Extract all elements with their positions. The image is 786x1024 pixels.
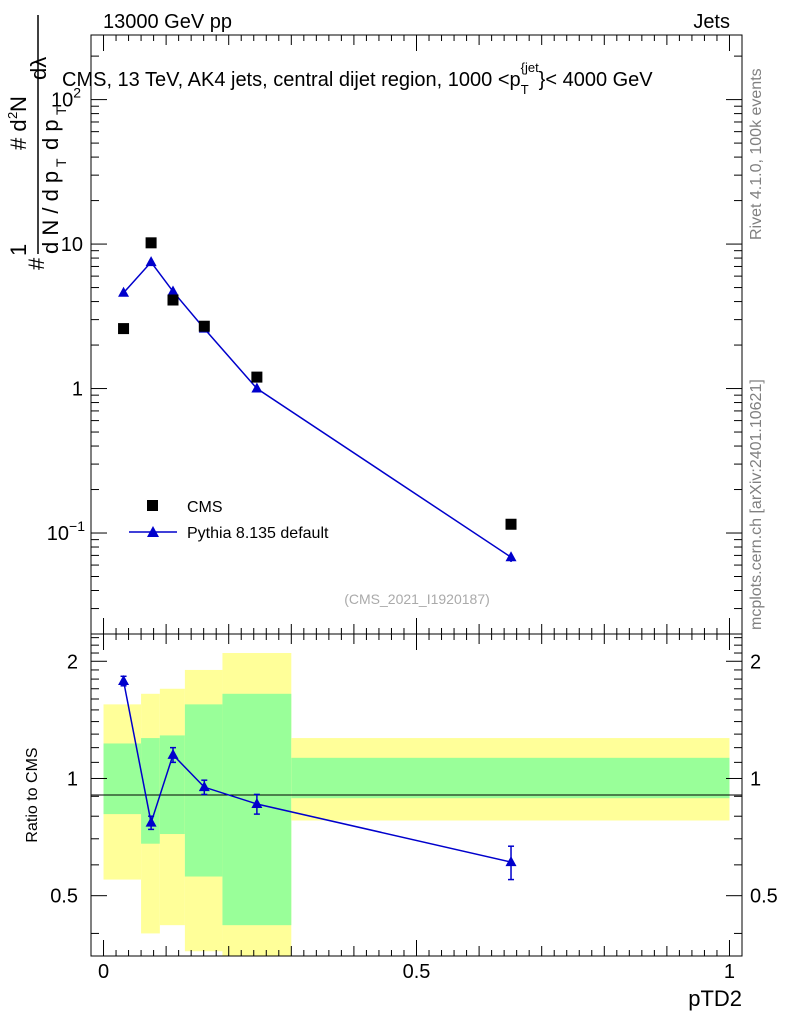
ratio-point bbox=[251, 797, 263, 808]
main-plot-frame bbox=[90, 34, 743, 635]
pythia-line bbox=[122, 260, 512, 558]
pythia-point bbox=[145, 256, 157, 267]
svg-text:dλ: dλ bbox=[26, 57, 51, 80]
pythia-point bbox=[167, 285, 179, 296]
ratio-line bbox=[122, 680, 512, 863]
pythia-point bbox=[118, 286, 130, 297]
cms-point bbox=[167, 294, 179, 306]
svg-text:N: N bbox=[6, 96, 31, 112]
ratio-band-inner bbox=[141, 738, 160, 844]
cms-point bbox=[198, 320, 210, 332]
ratio-y-tick-label-right: 2 bbox=[750, 651, 761, 673]
ratio-band-inner bbox=[291, 757, 730, 799]
ratio-point bbox=[505, 856, 517, 867]
header-left: 13000 GeV pp bbox=[103, 11, 232, 33]
cms-point bbox=[145, 237, 157, 249]
x-axis-ticks: 0 0.5 1 bbox=[98, 35, 735, 983]
main-y-label: # 1 d N / d p T # d 2 N d p T dλ bbox=[5, 15, 69, 270]
svg-text:# d: # d bbox=[6, 119, 31, 150]
cms-point bbox=[505, 518, 517, 530]
pythia-point bbox=[505, 551, 517, 562]
y-tick-label: 102 bbox=[51, 85, 81, 112]
x-tick-label: 1 bbox=[724, 961, 735, 983]
ratio-point bbox=[118, 674, 130, 685]
rivet-version-label: Rivet 4.1.0, 100k events bbox=[748, 68, 765, 240]
ratio-axis-ticks: 2 2 1 1 0.5 0.5 bbox=[50, 637, 778, 934]
header-right: Jets bbox=[693, 11, 730, 33]
ratio-y-tick-label: 0.5 bbox=[50, 886, 78, 908]
svg-text:T: T bbox=[53, 106, 69, 115]
ratio-data-layer bbox=[118, 674, 517, 881]
ratio-y-tick-label: 1 bbox=[67, 768, 78, 790]
ratio-bands bbox=[103, 653, 730, 956]
legend-cms-label: CMS bbox=[187, 499, 223, 516]
x-tick-label: 0.5 bbox=[403, 961, 431, 983]
ratio-point bbox=[167, 748, 179, 759]
x-axis-label: pTD2 bbox=[688, 986, 742, 1011]
ratio-y-tick-label-right: 0.5 bbox=[750, 886, 778, 908]
ratio-y-tick-label-right: 1 bbox=[750, 768, 761, 790]
y-tick-label: 10−1 bbox=[47, 518, 85, 545]
legend-cms-marker bbox=[147, 500, 158, 511]
mcplots-label: mcplots.cern.ch [arXiv:2401.10621] bbox=[748, 379, 765, 630]
main-data-layer bbox=[118, 237, 517, 563]
legend-pythia-marker bbox=[147, 526, 159, 537]
cms-point bbox=[118, 323, 130, 335]
svg-text:T: T bbox=[53, 158, 69, 167]
ratio-band-inner bbox=[103, 743, 142, 815]
svg-text:d N / d p: d N / d p bbox=[38, 171, 63, 254]
pythia-point bbox=[251, 382, 263, 393]
ratio-point bbox=[145, 816, 157, 827]
ratio-y-label: Ratio to CMS bbox=[24, 747, 41, 842]
cms-point bbox=[251, 371, 263, 383]
svg-text:1: 1 bbox=[6, 244, 31, 256]
main-axis-ticks: 102 10 1 10−1 bbox=[47, 55, 742, 635]
svg-text:#: # bbox=[24, 257, 49, 270]
analysis-watermark: (CMS_2021_I1920187) bbox=[344, 591, 490, 607]
svg-text:2: 2 bbox=[5, 112, 20, 119]
y-tick-label: 1 bbox=[72, 379, 83, 401]
legend: CMS Pythia 8.135 default bbox=[129, 499, 329, 542]
y-tick-label: 10 bbox=[61, 234, 83, 256]
x-tick-label: 0 bbox=[98, 961, 109, 983]
svg-text:d p: d p bbox=[38, 119, 63, 150]
plot-title: CMS, 13 TeV, AK4 jets, central dijet reg… bbox=[62, 60, 653, 97]
ratio-y-tick-label: 2 bbox=[67, 651, 78, 673]
ratio-point bbox=[198, 781, 210, 792]
legend-pythia-label: Pythia 8.135 default bbox=[187, 525, 329, 542]
